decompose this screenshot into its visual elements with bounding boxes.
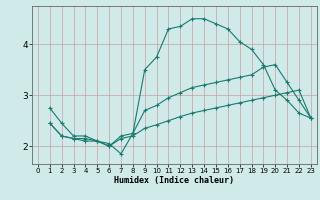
X-axis label: Humidex (Indice chaleur): Humidex (Indice chaleur): [115, 176, 234, 185]
